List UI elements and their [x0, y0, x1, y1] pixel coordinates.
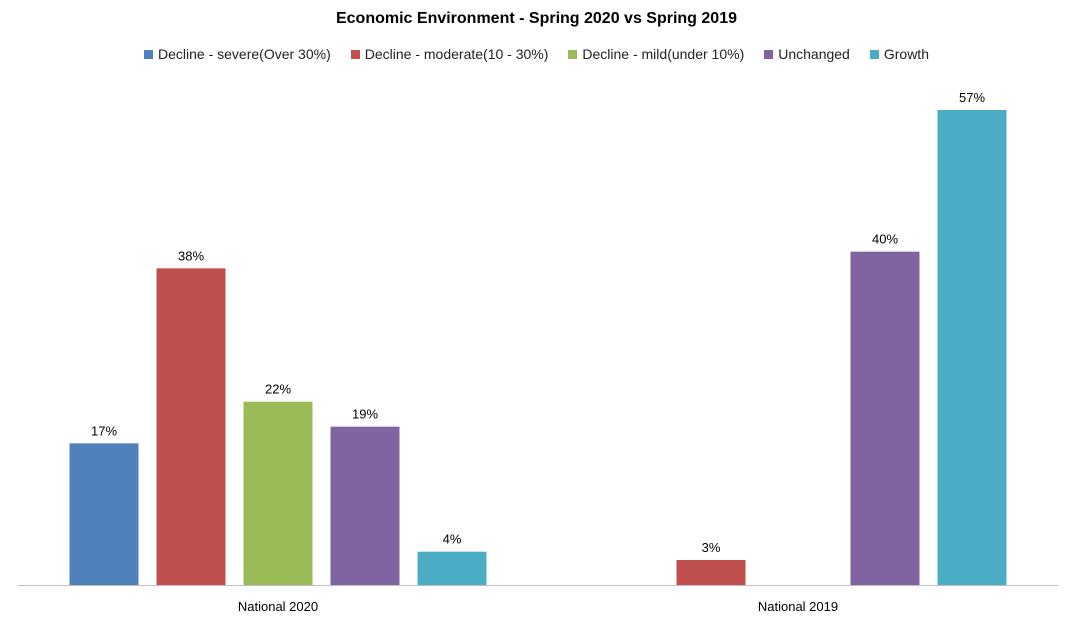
legend-swatch-growth	[869, 49, 879, 59]
bar-0-4	[417, 551, 487, 585]
data-label-1-1: 3%	[702, 540, 721, 555]
bar-0-1	[156, 268, 226, 585]
category-label-0: National 2020	[238, 599, 318, 614]
legend-item-moderate: Decline - moderate(10 - 30%)	[350, 46, 549, 62]
bar-0-3	[330, 426, 400, 585]
legend-label-growth: Growth	[883, 46, 929, 62]
legend-swatch-unchanged	[764, 49, 774, 59]
legend-label-severe: Decline - severe(Over 30%)	[158, 46, 331, 62]
legend-swatch-mild	[568, 49, 578, 59]
data-label-0-1: 38%	[178, 248, 204, 263]
legend-swatch-moderate	[350, 49, 360, 59]
bar-0-0	[69, 443, 139, 585]
legend-item-severe: Decline - severe(Over 30%)	[144, 46, 331, 62]
bar-1-1	[676, 560, 746, 585]
legend: Decline - severe(Over 30%) Decline - mod…	[0, 46, 1073, 62]
chart-title: Economic Environment - Spring 2020 vs Sp…	[335, 10, 737, 27]
category-label-1: National 2019	[758, 599, 838, 614]
data-label-0-2: 22%	[265, 382, 291, 397]
legend-item-unchanged: Unchanged	[764, 46, 850, 62]
bar-1-3	[850, 251, 920, 585]
data-label-1-4: 57%	[959, 90, 985, 105]
bar-0-2	[243, 401, 313, 585]
data-label-0-3: 19%	[352, 407, 378, 422]
legend-item-growth: Growth	[869, 46, 929, 62]
data-label-0-4: 4%	[443, 532, 462, 547]
legend-label-mild: Decline - mild(under 10%)	[582, 46, 745, 62]
legend-swatch-severe	[144, 49, 154, 59]
bar-1-4	[937, 110, 1007, 585]
legend-label-unchanged: Unchanged	[778, 46, 850, 62]
data-label-0-0: 17%	[91, 423, 117, 438]
data-label-1-3: 40%	[872, 232, 898, 247]
legend-item-mild: Decline - mild(under 10%)	[568, 46, 744, 62]
legend-label-moderate: Decline - moderate(10 - 30%)	[364, 46, 549, 62]
